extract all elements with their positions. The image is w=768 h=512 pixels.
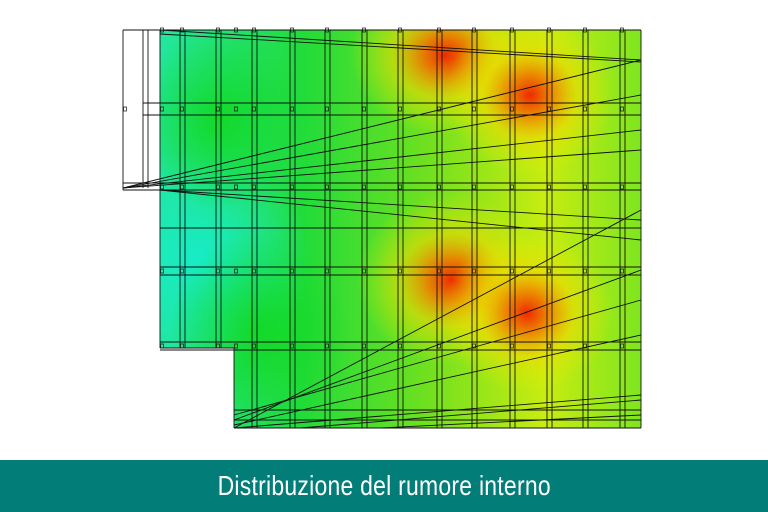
column-marker (583, 106, 587, 112)
column-marker (234, 343, 238, 349)
column-marker (398, 106, 402, 112)
column-marker (252, 343, 256, 349)
column-marker (472, 268, 476, 274)
bracing-line (122, 94, 642, 189)
caption-bar: Distribuzione del rumore interno (0, 460, 768, 512)
column-marker (252, 268, 256, 274)
column-marker (290, 106, 294, 112)
column-marker (160, 343, 164, 349)
column-marker (180, 268, 184, 274)
column-marker (472, 343, 476, 349)
column-marker (290, 27, 294, 33)
column-marker (252, 106, 256, 112)
column-marker (547, 343, 551, 349)
column-marker (234, 27, 238, 33)
column-marker (547, 268, 551, 274)
column-marker (123, 106, 127, 112)
column-marker (160, 184, 164, 190)
column-marker (325, 27, 329, 33)
bracing-line (159, 189, 642, 241)
column-marker (472, 27, 476, 33)
bracing-line (233, 299, 642, 416)
column-marker (620, 106, 624, 112)
column-marker (620, 343, 624, 349)
column-marker (234, 268, 238, 274)
column-marker (547, 184, 551, 190)
column-marker (160, 268, 164, 274)
column-marker (547, 106, 551, 112)
column-marker (620, 27, 624, 33)
column-marker (252, 27, 256, 33)
column-marker (180, 343, 184, 349)
column-marker (547, 27, 551, 33)
column-marker (362, 343, 366, 349)
column-marker (583, 27, 587, 33)
column-marker (398, 343, 402, 349)
bracing-line (159, 29, 642, 61)
bracing-line (233, 394, 642, 429)
bracing-line (379, 414, 642, 429)
column-marker (362, 184, 366, 190)
column-marker (398, 268, 402, 274)
bracing-line (299, 399, 642, 429)
column-marker (437, 268, 441, 274)
hotspot (442, 233, 612, 393)
column-marker (510, 184, 514, 190)
bracing-line (233, 334, 642, 426)
bracing-line (122, 129, 642, 189)
column-marker (290, 343, 294, 349)
bracing-line (159, 189, 642, 221)
bracing-line (122, 59, 642, 189)
column-marker (620, 184, 624, 190)
column-marker (290, 184, 294, 190)
column-marker (510, 343, 514, 349)
column-marker (583, 343, 587, 349)
column-marker (180, 106, 184, 112)
column-marker (234, 184, 238, 190)
column-marker (234, 106, 238, 112)
column-marker (583, 184, 587, 190)
column-marker (398, 27, 402, 33)
column-marker (510, 268, 514, 274)
column-marker (160, 27, 164, 33)
column-marker (160, 106, 164, 112)
column-marker (437, 184, 441, 190)
bracing-line (233, 209, 642, 429)
column-marker (216, 27, 220, 33)
column-marker (290, 268, 294, 274)
column-marker (437, 106, 441, 112)
column-marker (620, 268, 624, 274)
column-marker (362, 106, 366, 112)
column-marker (325, 106, 329, 112)
column-marker (437, 27, 441, 33)
column-marker (325, 268, 329, 274)
column-marker (510, 27, 514, 33)
column-marker (510, 106, 514, 112)
column-marker (216, 184, 220, 190)
column-marker (216, 106, 220, 112)
column-marker (180, 184, 184, 190)
column-marker (472, 106, 476, 112)
column-marker (325, 343, 329, 349)
column-marker (472, 184, 476, 190)
column-marker (398, 184, 402, 190)
caption-text: Distribuzione del rumore interno (217, 470, 551, 501)
hotspot (445, 30, 615, 175)
column-marker (252, 184, 256, 190)
column-marker (362, 27, 366, 33)
column-marker (437, 343, 441, 349)
column-marker (325, 184, 329, 190)
floor-plan-heatmap (122, 27, 642, 429)
structure-lines (122, 27, 642, 429)
column-marker (362, 268, 366, 274)
column-marker (216, 268, 220, 274)
bracing-line (159, 33, 642, 63)
column-marker (583, 268, 587, 274)
bracing-line (122, 149, 642, 189)
column-marker (180, 27, 184, 33)
column-marker (216, 343, 220, 349)
